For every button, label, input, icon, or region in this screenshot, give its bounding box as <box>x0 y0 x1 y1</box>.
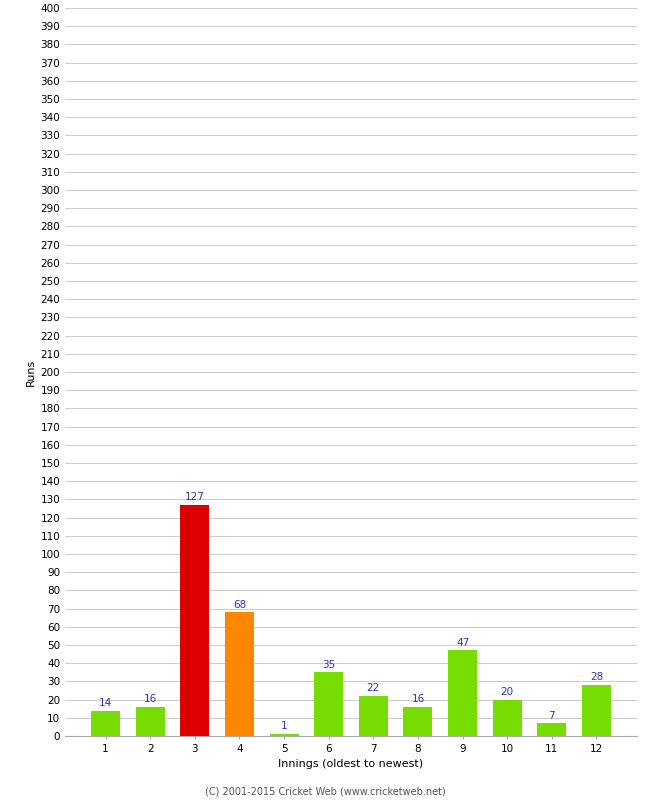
Bar <box>225 612 254 736</box>
Bar <box>582 685 611 736</box>
Text: 7: 7 <box>549 710 555 721</box>
Text: 35: 35 <box>322 659 335 670</box>
Text: 22: 22 <box>367 683 380 694</box>
Bar <box>136 707 164 736</box>
Bar <box>91 710 120 736</box>
Bar <box>493 699 522 736</box>
X-axis label: Innings (oldest to newest): Innings (oldest to newest) <box>278 759 424 769</box>
Bar <box>448 650 477 736</box>
Text: 68: 68 <box>233 599 246 610</box>
Text: 14: 14 <box>99 698 112 708</box>
Bar <box>270 734 298 736</box>
Text: 20: 20 <box>500 687 514 697</box>
Bar <box>180 505 209 736</box>
Bar <box>538 723 566 736</box>
Text: 47: 47 <box>456 638 469 648</box>
Text: 16: 16 <box>144 694 157 704</box>
Bar <box>359 696 388 736</box>
Text: 1: 1 <box>281 722 287 731</box>
Bar <box>404 707 432 736</box>
Text: (C) 2001-2015 Cricket Web (www.cricketweb.net): (C) 2001-2015 Cricket Web (www.cricketwe… <box>205 786 445 796</box>
Text: 28: 28 <box>590 672 603 682</box>
Bar <box>314 672 343 736</box>
Text: 127: 127 <box>185 492 205 502</box>
Text: 16: 16 <box>411 694 424 704</box>
Y-axis label: Runs: Runs <box>26 358 36 386</box>
